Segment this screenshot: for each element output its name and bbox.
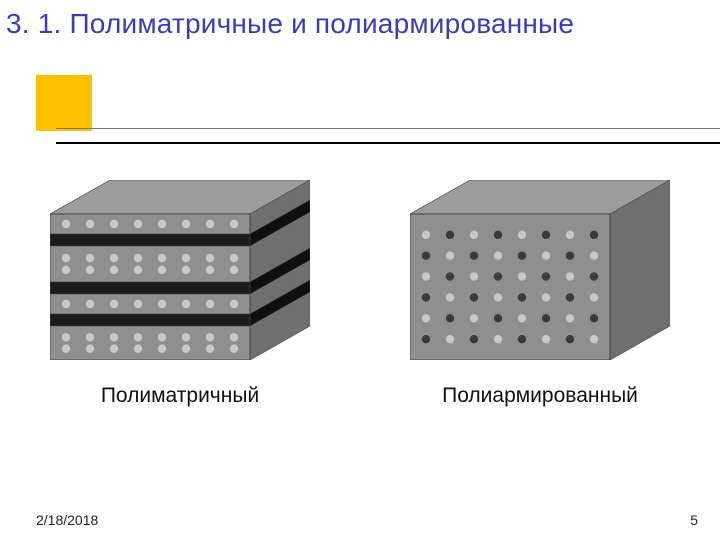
footer-date: 2/18/2018 — [36, 512, 98, 528]
block-polyreinforced: Полиармированный — [390, 180, 690, 408]
footer-page-number: 5 — [690, 512, 698, 528]
slide-title: 3. 1. Полиматричные и полиармированные — [6, 8, 574, 40]
divider-thick — [56, 142, 720, 144]
diagram-area: Полиматричный Полиармированный — [0, 180, 720, 408]
caption-polyreinforced: Полиармированный — [442, 384, 638, 408]
caption-polymatrix: Полиматричный — [101, 384, 259, 408]
block-polymatrix: Полиматричный — [30, 180, 330, 408]
polyreinforced-svg — [410, 180, 670, 360]
polymatrix-svg — [50, 180, 310, 360]
accent-square — [36, 75, 92, 131]
divider-thin — [56, 128, 720, 129]
